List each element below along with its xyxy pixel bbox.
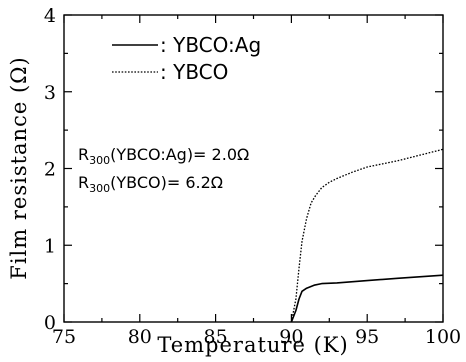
y-tick-label: 2 xyxy=(44,159,56,181)
series-line-ybco xyxy=(290,148,444,323)
x-tick-label: 90 xyxy=(279,326,303,348)
y-tick-label: 1 xyxy=(44,235,56,257)
legend-label-ybco: : YBCO xyxy=(160,60,228,84)
plot-frame xyxy=(63,14,444,323)
x-tick-label: 75 xyxy=(52,326,76,348)
series-line-ybco-ag xyxy=(290,274,444,323)
y-tick-labels: 0 1 2 3 4 xyxy=(44,5,56,334)
series-lines xyxy=(290,148,444,323)
y-axis-label: Film resistance (Ω) xyxy=(7,56,31,279)
x-tick-labels: 75 80 85 90 95 100 xyxy=(52,326,461,348)
x-tick-label: 80 xyxy=(128,326,152,348)
annotation-r300-ybco: R300(YBCO)= 6.2Ω xyxy=(78,173,223,195)
x-tick-label: 100 xyxy=(425,326,461,348)
y-tick-label: 4 xyxy=(44,5,56,27)
y-tick-label: 0 xyxy=(44,312,56,334)
legend: : YBCO:Ag : YBCO xyxy=(112,33,261,84)
x-tick-label: 95 xyxy=(355,326,379,348)
y-tick-label: 3 xyxy=(44,82,56,104)
axis-ticks xyxy=(63,14,444,323)
legend-label-ybco-ag: : YBCO:Ag xyxy=(160,33,261,57)
annotation-r300-ybco-ag: R300(YBCO:Ag)= 2.0Ω xyxy=(78,145,249,167)
x-axis-label: Temperature (K) xyxy=(157,333,348,357)
x-tick-label: 85 xyxy=(204,326,228,348)
